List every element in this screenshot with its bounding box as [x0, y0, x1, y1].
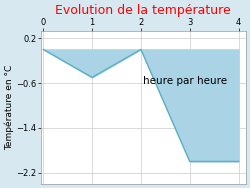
Y-axis label: Température en °C: Température en °C — [4, 65, 14, 150]
Text: heure par heure: heure par heure — [143, 76, 227, 86]
Title: Evolution de la température: Evolution de la température — [56, 4, 231, 17]
